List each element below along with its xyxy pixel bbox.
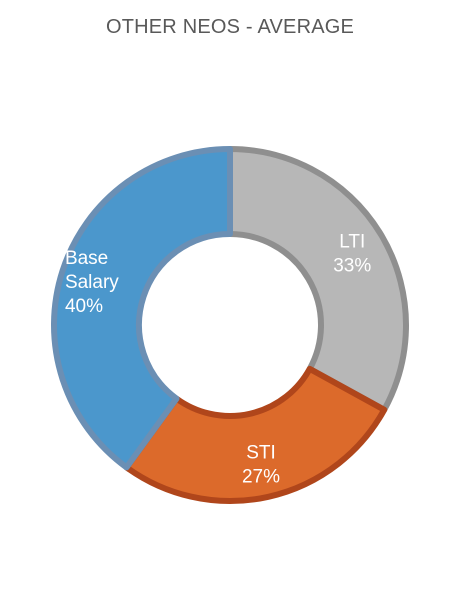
slice-label-line: 40% xyxy=(65,296,103,317)
slice-lti xyxy=(227,146,409,413)
slice-label-line: LTI xyxy=(339,232,365,253)
slice-sti xyxy=(123,365,388,504)
slice-label-line: Base xyxy=(65,248,108,269)
slice-label-lti: LTI 33% xyxy=(333,232,371,277)
slice-label-line: STI xyxy=(246,443,276,464)
chart-title: OTHER NEOS - AVERAGE xyxy=(105,16,355,38)
slice-label-base-salary: Base Salary 40% xyxy=(65,248,119,317)
slice-label-sti: STI 27% xyxy=(242,443,280,488)
slice-base-salary xyxy=(51,146,233,471)
slice-label-line: Salary xyxy=(65,272,119,293)
slice-label-line: 27% xyxy=(242,467,280,488)
slice-label-line: 33% xyxy=(333,256,371,277)
